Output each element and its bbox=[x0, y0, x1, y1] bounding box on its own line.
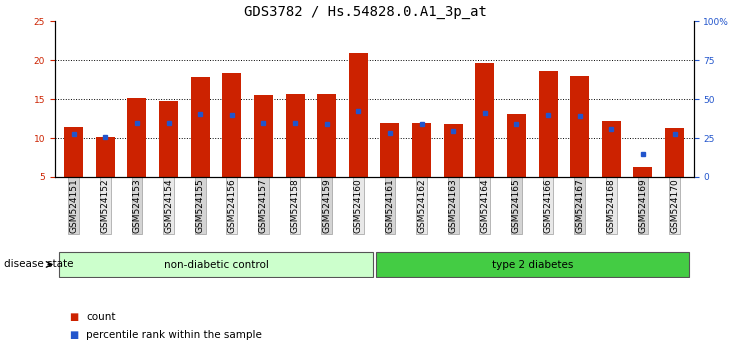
Bar bbox=[665, 128, 684, 177]
Bar bbox=[602, 121, 620, 177]
Bar bbox=[64, 127, 83, 177]
Text: non-diabetic control: non-diabetic control bbox=[164, 259, 269, 270]
Bar bbox=[475, 63, 494, 177]
Text: percentile rank within the sample: percentile rank within the sample bbox=[86, 330, 262, 339]
Bar bbox=[634, 167, 653, 177]
Bar bbox=[318, 95, 337, 177]
Bar bbox=[223, 73, 242, 177]
Text: ■: ■ bbox=[69, 330, 79, 339]
Bar bbox=[570, 76, 589, 177]
Bar bbox=[159, 102, 178, 177]
FancyBboxPatch shape bbox=[59, 252, 372, 278]
Bar bbox=[128, 98, 147, 177]
Text: type 2 diabetes: type 2 diabetes bbox=[491, 259, 573, 270]
Bar bbox=[349, 53, 368, 177]
Bar bbox=[444, 124, 463, 177]
Bar bbox=[96, 137, 115, 177]
FancyBboxPatch shape bbox=[376, 252, 689, 278]
Bar bbox=[254, 95, 273, 177]
Bar bbox=[285, 94, 304, 177]
Bar bbox=[507, 114, 526, 177]
Bar bbox=[380, 123, 399, 177]
Text: disease state: disease state bbox=[4, 259, 73, 269]
Bar bbox=[191, 77, 210, 177]
Text: ■: ■ bbox=[69, 312, 79, 322]
Bar bbox=[412, 123, 431, 177]
Text: GDS3782 / Hs.54828.0.A1_3p_at: GDS3782 / Hs.54828.0.A1_3p_at bbox=[244, 5, 486, 19]
Bar bbox=[539, 71, 558, 177]
Text: count: count bbox=[86, 312, 115, 322]
